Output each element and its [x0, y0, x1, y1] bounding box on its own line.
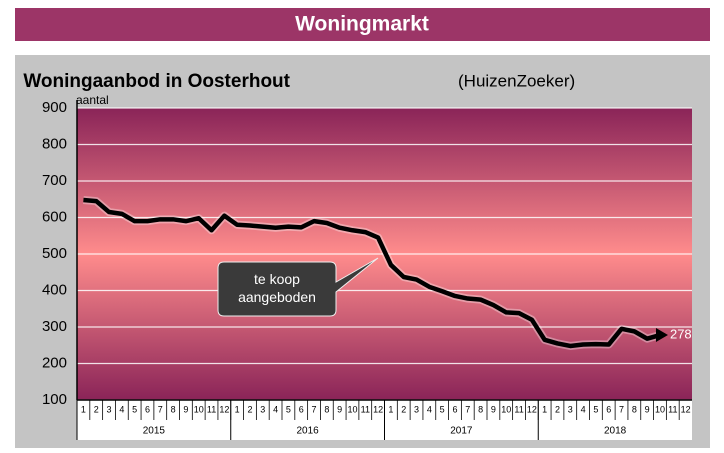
x-tick-label: 8	[324, 404, 329, 414]
x-tick-label: 7	[619, 404, 624, 414]
x-tick-label: 2	[401, 404, 406, 414]
x-tick-label: 12	[681, 404, 691, 414]
x-tick-label: 2	[555, 404, 560, 414]
x-tick-label: 12	[219, 404, 229, 414]
x-tick-label: 10	[347, 404, 357, 414]
chart-subtitle: (HuizenZoeker)	[458, 71, 575, 90]
x-tick-label: 9	[337, 404, 342, 414]
x-tick-label: 1	[235, 404, 240, 414]
x-tick-label: 11	[207, 404, 216, 414]
x-tick-label: 8	[478, 404, 483, 414]
y-tick-label: 700	[42, 172, 67, 189]
x-tick-label: 3	[568, 404, 573, 414]
y-tick-label: 100	[42, 391, 67, 408]
x-tick-label: 4	[581, 404, 586, 414]
x-tick-label: 6	[606, 404, 611, 414]
annotation: te koop aangeboden	[238, 271, 316, 305]
x-tick-label: 5	[132, 404, 137, 414]
x-tick-label: 1	[542, 404, 547, 414]
chart-title: Woningaanbod in Oosterhout	[23, 71, 290, 92]
x-tick-label: 10	[501, 404, 511, 414]
x-tick-label: 7	[465, 404, 470, 414]
y-axis-label: aantal	[76, 93, 109, 107]
y-tick-label: 300	[42, 318, 67, 335]
x-tick-label: 2	[94, 404, 99, 414]
x-tick-label: 7	[158, 404, 163, 414]
y-tick-label: 800	[42, 135, 67, 152]
y-tick-label: 200	[42, 354, 67, 371]
data-line	[83, 197, 661, 349]
x-tick-label: 8	[171, 404, 176, 414]
x-tick-label: 1	[81, 404, 86, 414]
y-tick-label: 600	[42, 208, 67, 225]
value-label: 278	[670, 326, 692, 341]
x-tick-label: 4	[273, 404, 278, 414]
x-tick-label: 11	[361, 404, 370, 414]
x-tick-label: 5	[593, 404, 598, 414]
x-tick-label: 2	[247, 404, 252, 414]
x-tick-label: 6	[299, 404, 304, 414]
x-tick-label: 9	[645, 404, 650, 414]
x-tick-label: 9	[183, 404, 188, 414]
x-tick-label: 10	[655, 404, 665, 414]
x-tick-label: 6	[452, 404, 457, 414]
line-arrowhead	[655, 328, 668, 343]
x-tick-label: 8	[632, 404, 637, 414]
x-tick-label: 3	[107, 404, 112, 414]
x-tick-label: 3	[414, 404, 419, 414]
x-tick-label: 5	[440, 404, 445, 414]
callout-box	[217, 257, 379, 317]
x-tick-label: 3	[260, 404, 265, 414]
x-tick-label: 10	[194, 404, 204, 414]
y-tick-label: 900	[42, 99, 67, 116]
x-tick-label: 9	[491, 404, 496, 414]
x-tick-label: 11	[668, 404, 677, 414]
x-tick-label: 5	[286, 404, 291, 414]
x-tick-label: 4	[119, 404, 124, 414]
year-label: 2018	[604, 426, 627, 437]
year-label: 2017	[450, 426, 473, 437]
x-tick-label: 6	[145, 404, 150, 414]
x-tick-label: 12	[527, 404, 537, 414]
x-tick-label: 7	[312, 404, 317, 414]
y-tick-label: 400	[42, 281, 67, 298]
x-tick-label: 4	[427, 404, 432, 414]
year-label: 2016	[297, 426, 320, 437]
header-title: Woningmarkt	[295, 13, 429, 36]
year-label: 2015	[143, 426, 166, 437]
x-tick-label: 1	[388, 404, 393, 414]
x-tick-label: 12	[373, 404, 383, 414]
header-bar	[15, 8, 710, 41]
y-tick-label: 500	[42, 245, 67, 262]
x-tick-label: 11	[514, 404, 523, 414]
